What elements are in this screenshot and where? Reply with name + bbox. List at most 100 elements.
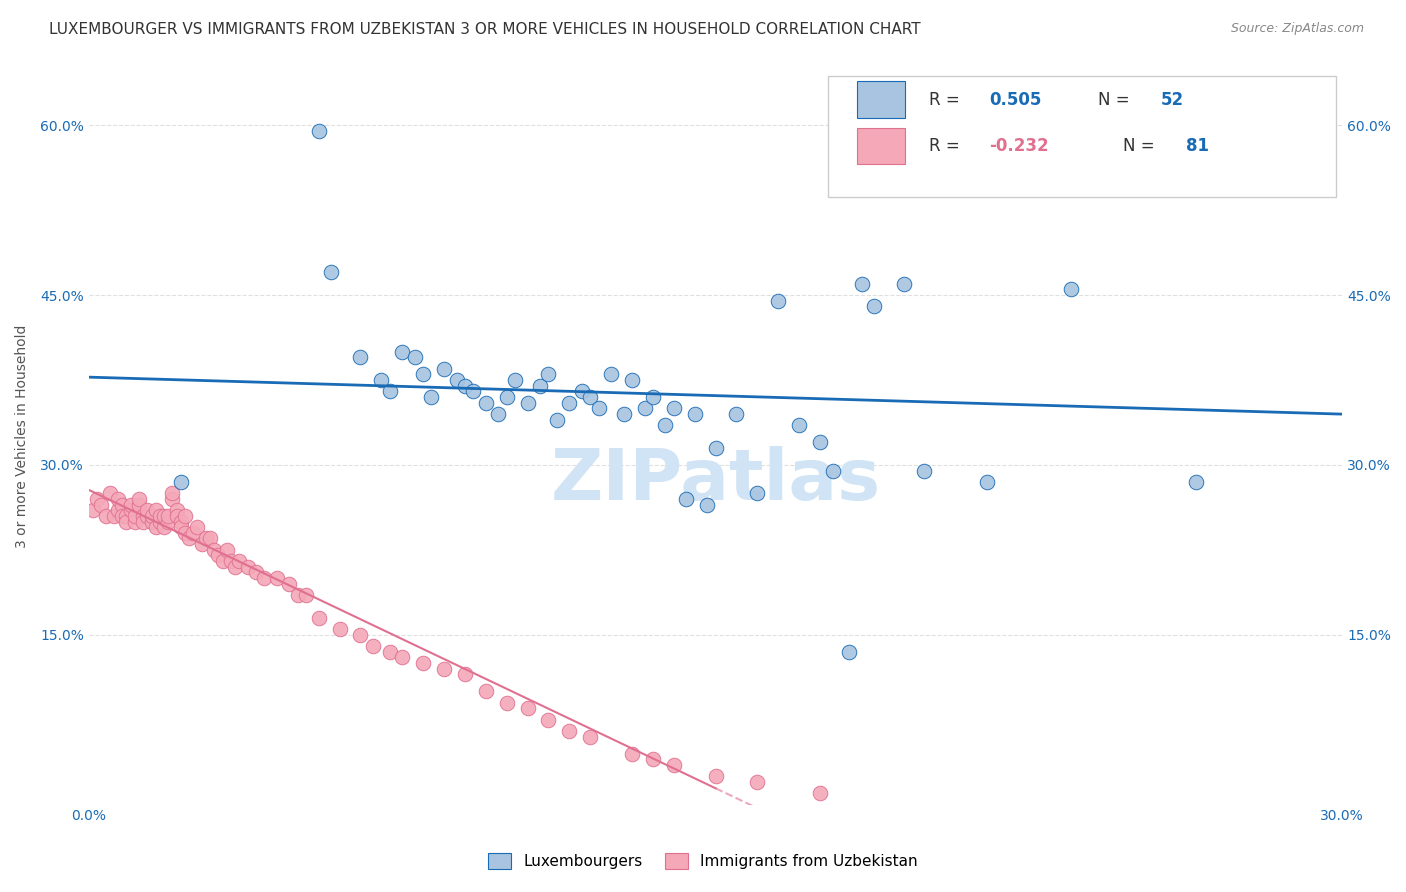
Point: [433, 662, 456, 676]
Point: [495, 390, 517, 404]
Point: [914, 464, 936, 478]
Point: [157, 515, 180, 529]
Text: -0.232: -0.232: [988, 137, 1049, 155]
Point: [86, 491, 108, 506]
Point: [474, 395, 496, 409]
Point: [124, 508, 146, 523]
Point: [378, 645, 401, 659]
Point: [579, 730, 602, 744]
Point: [662, 401, 685, 416]
Text: R =: R =: [928, 137, 965, 155]
Point: [153, 520, 176, 534]
Point: [115, 508, 138, 523]
Point: [149, 515, 172, 529]
Point: [768, 293, 790, 308]
Point: [641, 390, 664, 404]
Point: [90, 498, 112, 512]
Point: [662, 758, 685, 772]
Point: [600, 368, 623, 382]
Y-axis label: 3 or more Vehicles in Household: 3 or more Vehicles in Household: [15, 325, 30, 549]
Point: [115, 515, 138, 529]
Point: [808, 786, 831, 800]
Point: [558, 395, 581, 409]
Point: [224, 559, 246, 574]
Point: [863, 299, 886, 313]
Point: [111, 508, 134, 523]
Point: [162, 486, 184, 500]
Point: [157, 508, 180, 523]
Point: [537, 368, 560, 382]
Point: [98, 486, 121, 500]
Point: [181, 525, 204, 540]
Point: [495, 696, 517, 710]
Point: [404, 351, 426, 365]
Legend: Luxembourgers, Immigrants from Uzbekistan: Luxembourgers, Immigrants from Uzbekista…: [482, 847, 924, 875]
Point: [198, 532, 221, 546]
Point: [747, 486, 769, 500]
Point: [378, 384, 401, 399]
Point: [170, 475, 193, 489]
Point: [162, 491, 184, 506]
Point: [893, 277, 915, 291]
Text: LUXEMBOURGER VS IMMIGRANTS FROM UZBEKISTAN 3 OR MORE VEHICLES IN HOUSEHOLD CORRE: LUXEMBOURGER VS IMMIGRANTS FROM UZBEKIST…: [49, 22, 921, 37]
Point: [308, 611, 330, 625]
Point: [186, 520, 208, 534]
Point: [149, 508, 172, 523]
Point: [588, 401, 610, 416]
Point: [704, 769, 727, 783]
Point: [170, 515, 193, 529]
Point: [1060, 282, 1083, 296]
Point: [215, 542, 238, 557]
Point: [412, 656, 434, 670]
Point: [82, 503, 104, 517]
Point: [128, 498, 150, 512]
Point: [207, 549, 229, 563]
Point: [136, 508, 159, 523]
Point: [141, 515, 163, 529]
Point: [412, 368, 434, 382]
Point: [120, 503, 142, 517]
Point: [174, 508, 197, 523]
Point: [558, 724, 581, 739]
Point: [328, 622, 350, 636]
Point: [245, 566, 267, 580]
Point: [613, 407, 636, 421]
Text: 0.505: 0.505: [988, 91, 1042, 109]
Point: [211, 554, 233, 568]
Point: [838, 645, 860, 659]
Point: [308, 124, 330, 138]
Point: [94, 508, 117, 523]
Point: [166, 503, 188, 517]
Point: [420, 390, 443, 404]
FancyBboxPatch shape: [828, 76, 1336, 197]
Point: [516, 395, 538, 409]
Point: [219, 554, 242, 568]
Point: [454, 378, 477, 392]
Text: ZIPatlas: ZIPatlas: [551, 446, 880, 516]
Point: [295, 588, 318, 602]
FancyBboxPatch shape: [858, 81, 905, 118]
Text: N =: N =: [1098, 91, 1135, 109]
Point: [107, 491, 129, 506]
Point: [349, 351, 371, 365]
Point: [463, 384, 485, 399]
Point: [1268, 180, 1291, 194]
Point: [202, 542, 225, 557]
Point: [851, 277, 873, 291]
Point: [136, 503, 159, 517]
Point: [132, 515, 155, 529]
Point: [1185, 475, 1208, 489]
Point: [683, 407, 706, 421]
Point: [145, 503, 167, 517]
Point: [287, 588, 309, 602]
Text: N =: N =: [1123, 137, 1160, 155]
Point: [370, 373, 392, 387]
Point: [696, 498, 718, 512]
Point: [107, 503, 129, 517]
Point: [228, 554, 250, 568]
Point: [654, 418, 676, 433]
Point: [537, 713, 560, 727]
Point: [321, 265, 343, 279]
Point: [236, 559, 259, 574]
Point: [620, 373, 643, 387]
